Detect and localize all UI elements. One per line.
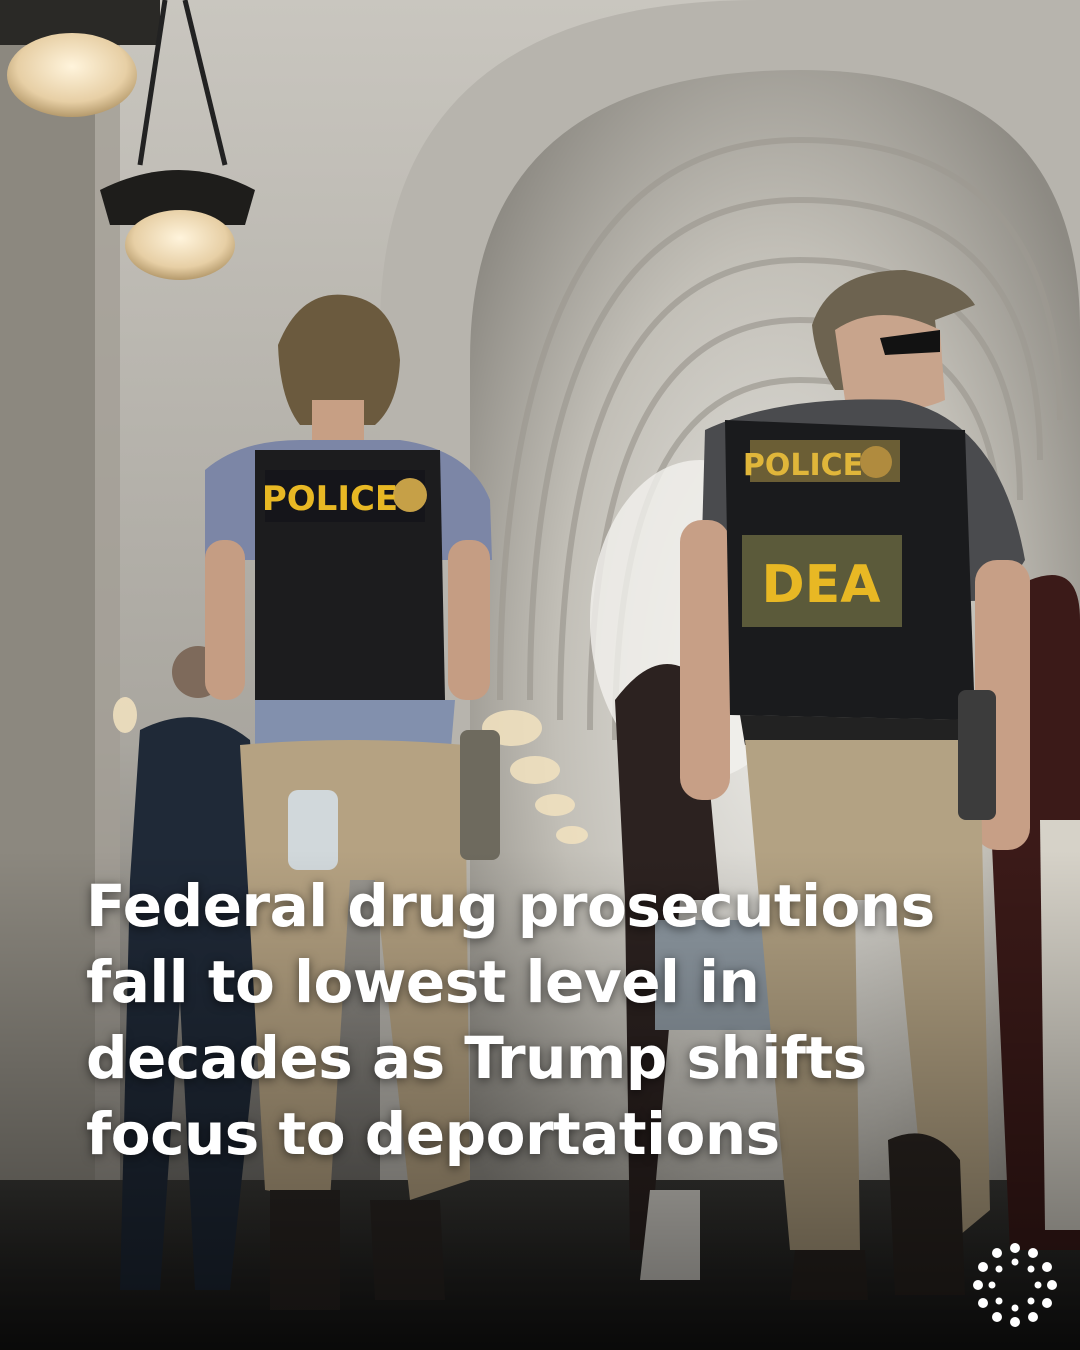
vest-label-police-right: POLICE bbox=[743, 448, 863, 483]
headline: Federal drug prosecutions fall to lowest… bbox=[86, 868, 986, 1172]
reuters-logo-icon bbox=[970, 1240, 1060, 1330]
headline-line: fall to lowest level in bbox=[86, 944, 986, 1020]
vest-label-police-left: POLICE bbox=[262, 479, 398, 519]
headline-line: focus to deportations bbox=[86, 1096, 986, 1172]
headline-line: decades as Trump shifts bbox=[86, 1020, 986, 1096]
vest-label-dea: DEA bbox=[762, 555, 881, 615]
headline-line: Federal drug prosecutions bbox=[86, 868, 986, 944]
